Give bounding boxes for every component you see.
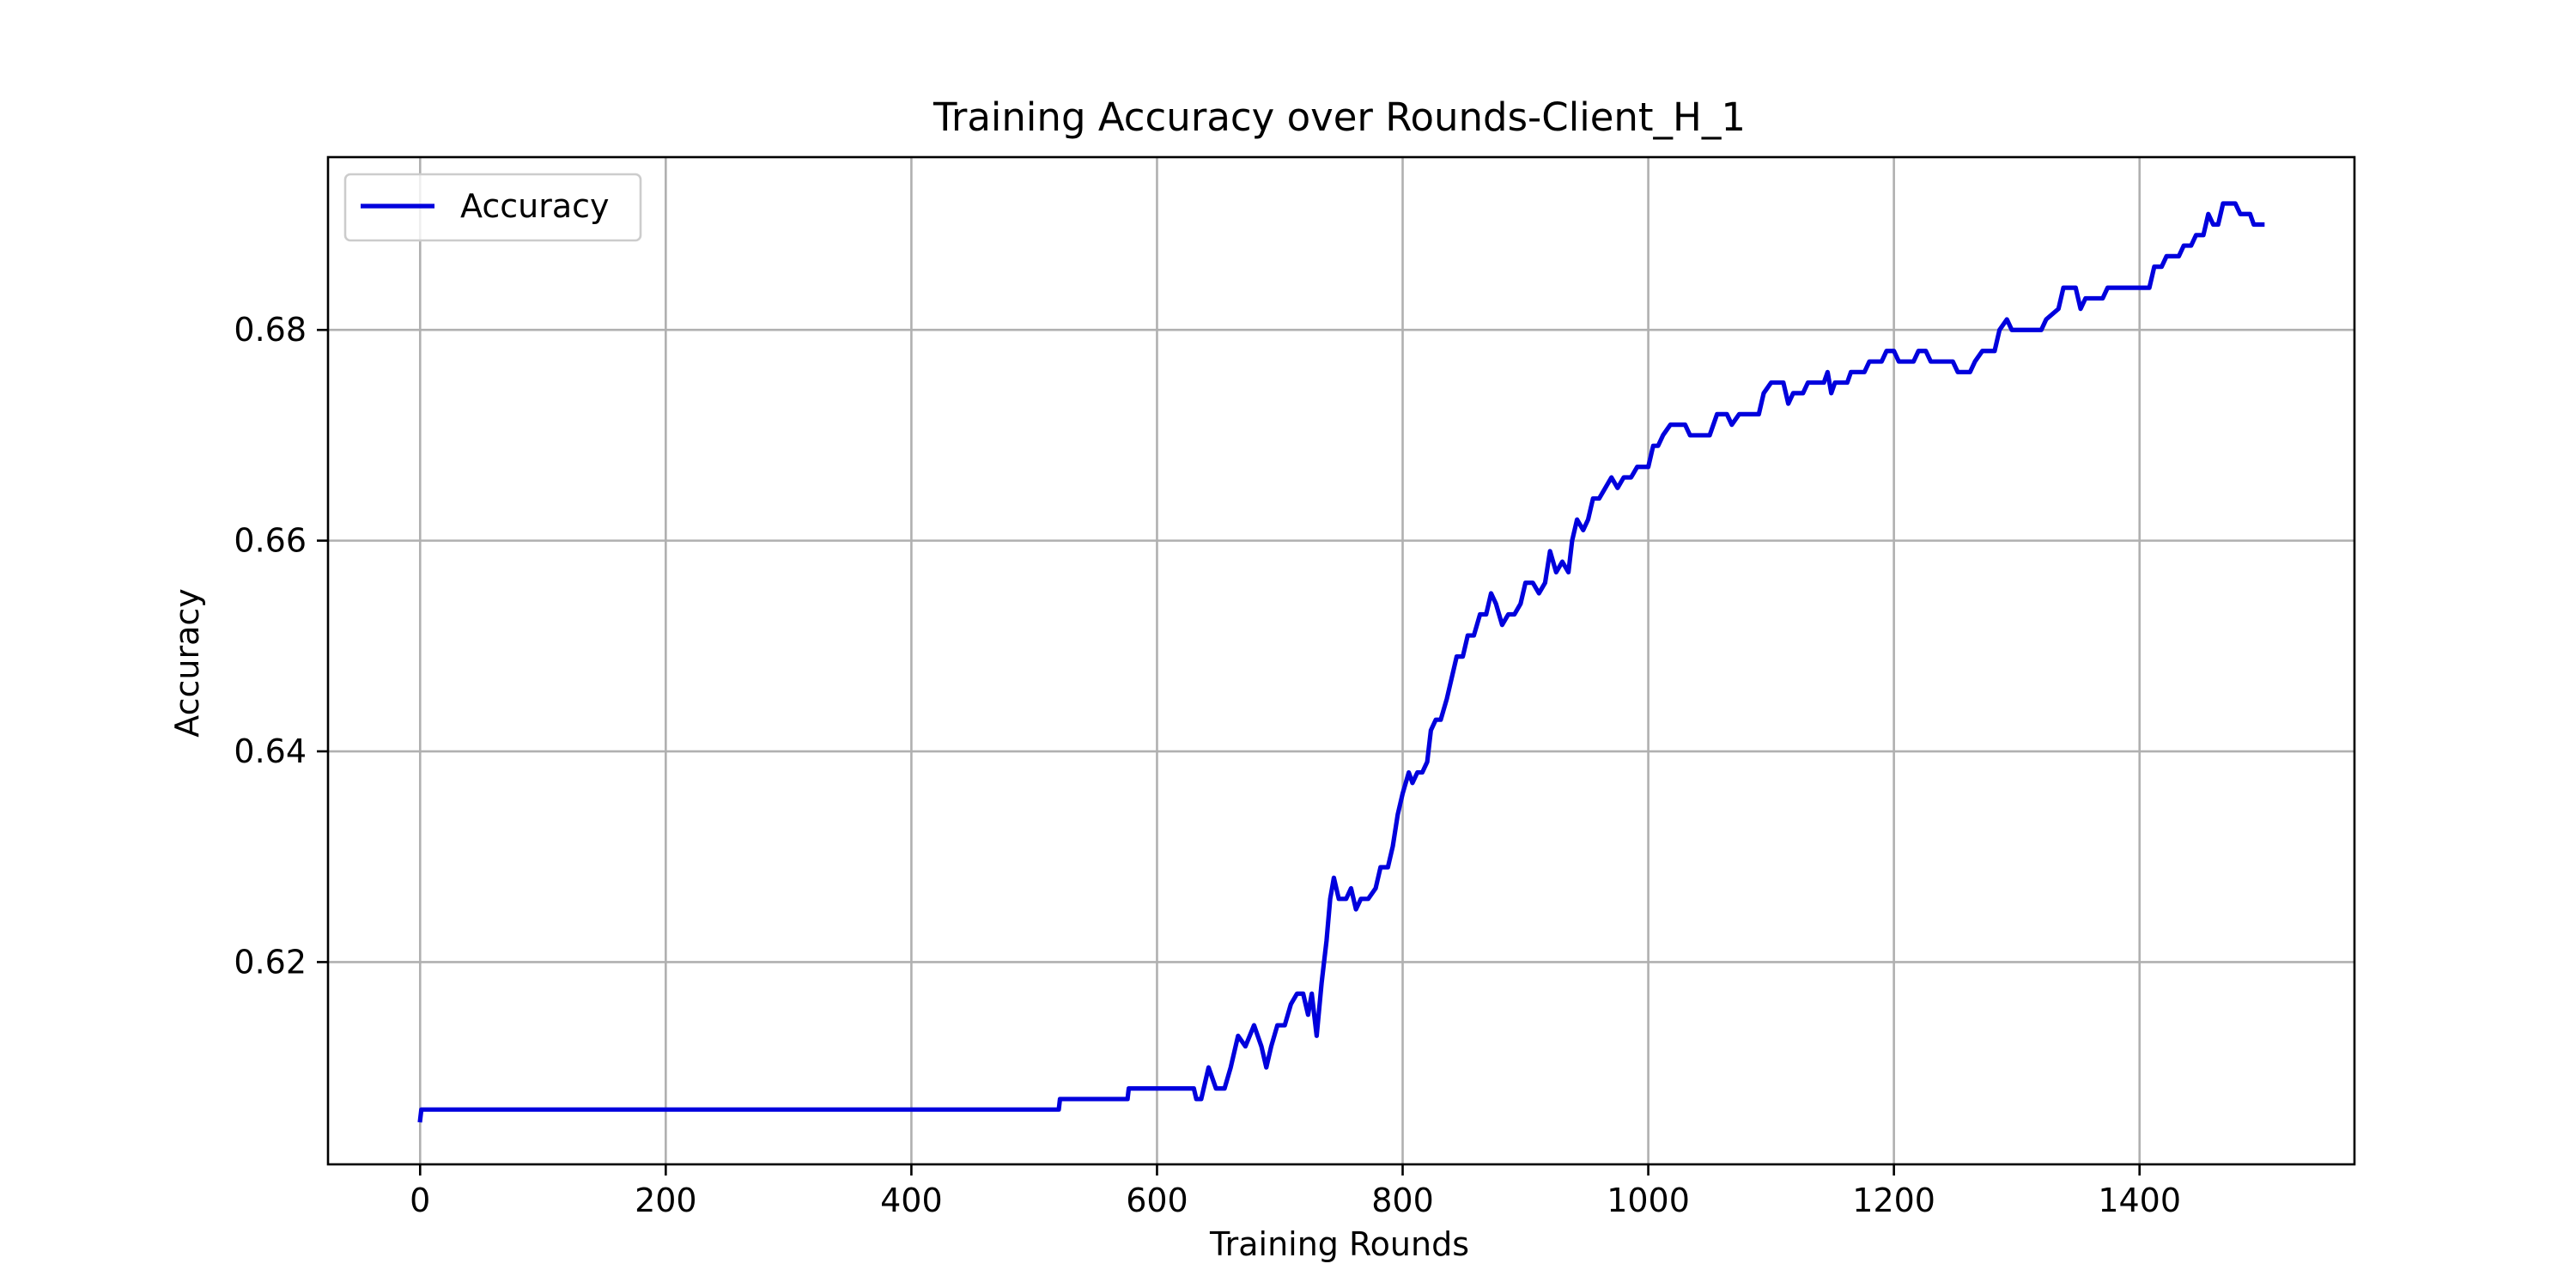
x-tick-label: 0 <box>410 1182 430 1219</box>
legend-label-accuracy: Accuracy <box>460 187 610 225</box>
y-tick-label: 0.64 <box>234 732 307 770</box>
series-line-accuracy <box>417 201 2265 1123</box>
x-tick-label: 1200 <box>1852 1182 1935 1219</box>
series-layer <box>417 201 2265 1123</box>
x-tick-label: 200 <box>635 1182 697 1219</box>
x-tick-label: 1400 <box>2098 1182 2181 1219</box>
x-tick-label: 400 <box>880 1182 943 1219</box>
chart-title: Training Accuracy over Rounds-Client_H_1 <box>933 94 1746 140</box>
x-tick-label: 1000 <box>1607 1182 1690 1219</box>
legend-box <box>343 173 642 242</box>
x-axis-ticks: 0 200 400 600 800 1000 1200 1400 <box>410 1164 2181 1219</box>
x-tick-label: 600 <box>1126 1182 1188 1219</box>
legend: Accuracy <box>343 173 642 242</box>
y-tick-label: 0.62 <box>234 943 307 981</box>
y-tick-label: 0.66 <box>234 522 307 560</box>
y-axis-label: Accuracy <box>168 588 206 738</box>
plot-area-frame <box>326 155 2356 1166</box>
x-tick-label: 800 <box>1371 1182 1434 1219</box>
y-tick-label: 0.68 <box>234 311 307 349</box>
y-axis-ticks: 0.62 0.64 0.66 0.68 <box>234 311 328 981</box>
x-axis-label: Training Rounds <box>1209 1225 1469 1263</box>
grid-lines <box>328 157 2354 1164</box>
